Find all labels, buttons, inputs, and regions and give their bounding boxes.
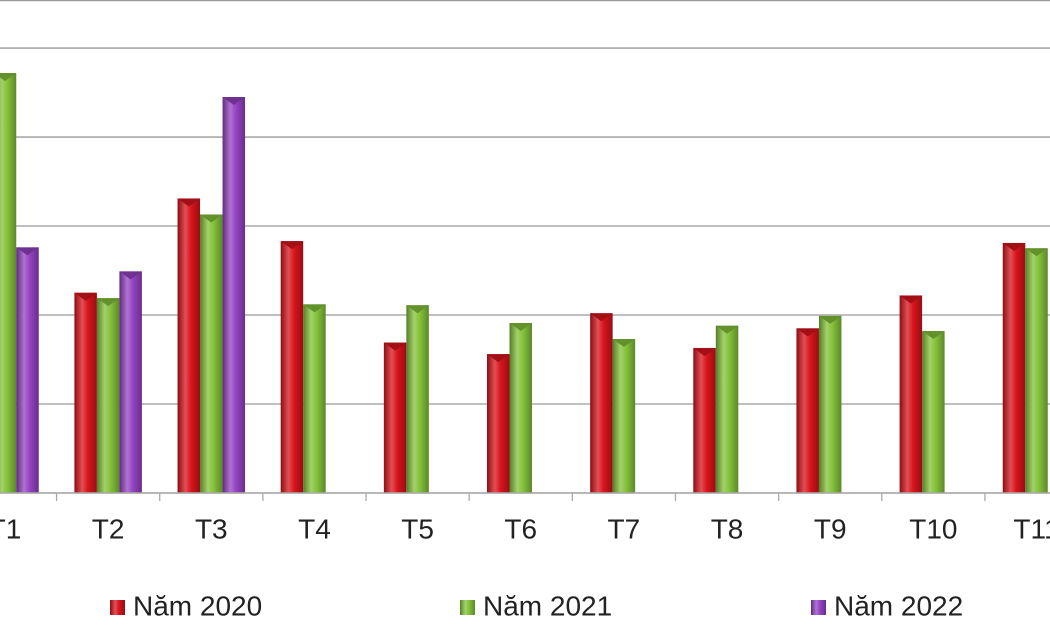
bar-group	[1002, 242, 1026, 493]
bar-cap	[74, 292, 97, 301]
x-tick-label: T7	[608, 513, 641, 544]
bar-group	[383, 342, 407, 493]
bar-group	[74, 292, 97, 493]
bar-group	[487, 354, 510, 493]
bar-group	[177, 198, 201, 493]
bar	[899, 295, 923, 493]
bar	[1025, 248, 1048, 493]
x-tick-label: T1	[0, 513, 21, 544]
x-tick-label: T3	[195, 513, 228, 544]
bar-cap	[612, 339, 636, 348]
bar-cap	[899, 295, 923, 304]
bar-cap	[509, 323, 532, 332]
x-tick-label: T2	[92, 513, 125, 544]
bar-cap	[1025, 248, 1048, 257]
bar-group	[612, 339, 636, 493]
bar	[96, 298, 120, 493]
bar	[16, 247, 39, 493]
legend-label: Năm 2022	[834, 590, 963, 621]
bar-cap	[487, 354, 510, 363]
bar-cap	[693, 347, 716, 356]
bar	[922, 331, 945, 493]
bar-cap	[818, 315, 842, 324]
bar-group	[818, 315, 842, 493]
bar-group	[715, 325, 739, 493]
bar	[200, 214, 223, 493]
bar	[818, 315, 842, 493]
legend-swatch	[110, 600, 125, 615]
bar	[796, 328, 819, 493]
legend-label: Năm 2021	[483, 590, 612, 621]
bar-cap	[796, 328, 819, 337]
bar-group	[693, 347, 716, 493]
x-tick-label: T5	[401, 513, 434, 544]
bar-cap	[222, 96, 246, 105]
bar-cap	[303, 304, 326, 313]
bar-cap	[119, 271, 142, 280]
bar-cap	[406, 305, 429, 314]
bar-group	[280, 241, 304, 493]
bar-group	[590, 313, 613, 493]
bar-group	[119, 271, 142, 493]
bar-cap	[177, 198, 201, 207]
x-tick-label: T4	[298, 513, 331, 544]
bar	[590, 313, 613, 493]
bar	[74, 292, 97, 493]
bar	[303, 304, 326, 493]
x-tick-label: T8	[711, 513, 744, 544]
x-tick-label: T9	[814, 513, 847, 544]
bar-cap	[96, 298, 120, 307]
bar	[177, 198, 201, 493]
bar-cap	[16, 247, 39, 256]
bar-group	[303, 304, 326, 493]
bar	[487, 354, 510, 493]
bar	[119, 271, 142, 493]
bar-group	[406, 305, 429, 493]
bar-cap	[715, 325, 739, 334]
bar	[612, 339, 636, 493]
x-tick-label: T6	[504, 513, 537, 544]
x-tick-label: T11	[1013, 513, 1050, 544]
bar	[222, 96, 246, 493]
bar	[280, 241, 304, 493]
bar-group	[796, 328, 819, 493]
bar-cap	[0, 72, 17, 81]
bar-cap	[1002, 242, 1026, 251]
bar	[509, 323, 532, 493]
legend-label: Năm 2020	[133, 590, 262, 621]
x-tick-label: T10	[909, 513, 957, 544]
bar-cap	[200, 214, 223, 223]
bar-cap	[280, 241, 304, 250]
bar	[693, 347, 716, 493]
bar-group	[96, 298, 120, 493]
bar-group	[200, 214, 223, 493]
bar-group	[16, 247, 39, 493]
bar	[383, 342, 407, 493]
bar-group	[899, 295, 923, 493]
bar	[1002, 242, 1026, 493]
bar	[715, 325, 739, 493]
bar	[406, 305, 429, 493]
legend-swatch	[811, 600, 826, 615]
bar-group	[922, 331, 945, 493]
bar	[0, 72, 17, 493]
legend-swatch	[460, 600, 475, 615]
bar-cap	[590, 313, 613, 322]
bar-group	[222, 96, 246, 493]
bar-cap	[383, 342, 407, 351]
bar-group	[1025, 248, 1048, 493]
bar-group	[0, 72, 17, 493]
bar-cap	[922, 331, 945, 340]
bar-group	[509, 323, 532, 493]
